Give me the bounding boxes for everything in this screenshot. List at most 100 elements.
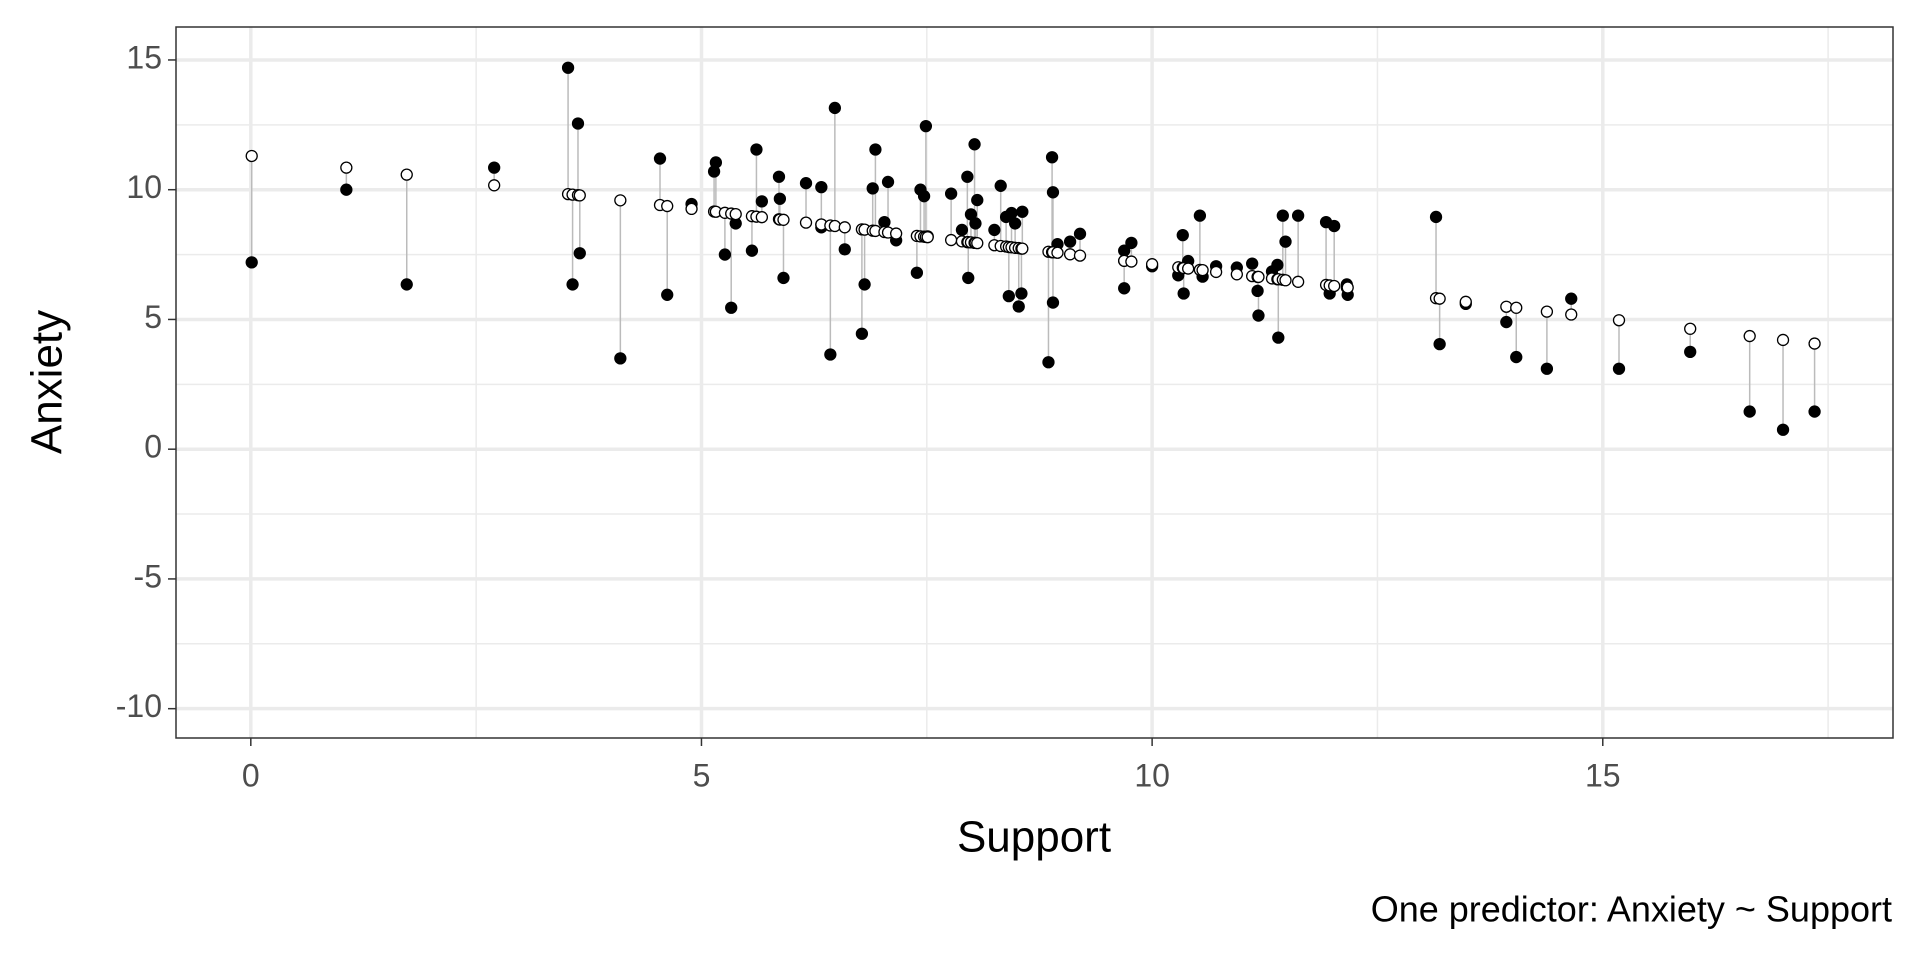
observed-point (614, 352, 627, 365)
observed-point (772, 170, 786, 183)
fitted-point (1196, 263, 1209, 277)
observed-point (566, 278, 579, 291)
observed-point (855, 327, 869, 340)
fitted-point (1510, 301, 1523, 314)
plot-border (175, 26, 1894, 739)
fitted-point (1073, 249, 1087, 262)
fitted-point (1063, 248, 1077, 261)
observed-point (653, 152, 667, 165)
observed-point (709, 156, 723, 169)
y-tick-label: -10 (116, 688, 162, 724)
observed-point (1063, 235, 1077, 248)
observed-point (1328, 219, 1341, 233)
observed-point (1046, 296, 1060, 309)
y-tick-label: -5 (134, 558, 162, 594)
observed-point (1073, 227, 1087, 240)
fitted-point (755, 211, 769, 224)
fitted-point (777, 213, 790, 226)
fitted-point (340, 161, 353, 174)
observed-point (1272, 331, 1285, 344)
observed-point (1429, 210, 1443, 224)
observed-point (1565, 292, 1578, 305)
observed-point (866, 182, 879, 195)
x-tick-label: 15 (1585, 757, 1621, 793)
fitted-point (1500, 300, 1513, 313)
observed-point (755, 195, 769, 208)
x-tick-label: 5 (693, 757, 711, 793)
observed-point (718, 248, 732, 261)
observed-point (725, 301, 738, 314)
observed-point (1251, 284, 1264, 298)
observed-point (828, 101, 842, 115)
observed-point (838, 243, 851, 256)
observed-point (1125, 236, 1138, 250)
observed-point (971, 193, 984, 207)
fitted-point (1612, 314, 1626, 327)
observed-point (1776, 423, 1790, 436)
observed-point (1193, 209, 1207, 222)
fitted-point (400, 168, 413, 181)
fitted-point (729, 207, 742, 221)
observed-point (815, 180, 828, 194)
observed-point (1005, 206, 1018, 220)
fitted-point (1341, 281, 1354, 294)
fitted-point (1279, 274, 1292, 287)
observed-point (1291, 209, 1305, 222)
fitted-point (1291, 275, 1305, 288)
observed-point (1008, 217, 1022, 230)
fitted-point (1209, 265, 1223, 279)
observed-point (969, 217, 982, 230)
caption: One predictor: Anxiety ~ Support (1371, 889, 1892, 930)
fitted-point (1808, 337, 1821, 350)
x-tick-label: 10 (1134, 757, 1170, 793)
fitted-point (1328, 279, 1341, 293)
observed-point (917, 190, 931, 203)
plot-background (176, 27, 1893, 738)
fitted-point (1743, 329, 1756, 343)
observed-point (799, 177, 813, 190)
observed-point (1612, 362, 1626, 375)
fitted-point (1145, 258, 1159, 271)
observed-point (968, 138, 981, 151)
fitted-point (1565, 308, 1578, 321)
fitted-point (1016, 242, 1029, 255)
fitted-point (245, 149, 258, 163)
observed-point (1433, 337, 1446, 351)
observed-point (858, 278, 871, 291)
y-tick-label: 5 (144, 299, 162, 335)
fitted-point (573, 189, 586, 202)
observed-point (1684, 345, 1697, 359)
fitted-point (799, 216, 813, 229)
observed-point (571, 117, 585, 130)
y-tick-label: 10 (126, 169, 162, 205)
observed-point (1042, 356, 1055, 369)
observed-point (750, 143, 763, 156)
fitted-point (1776, 333, 1790, 347)
observed-point (1012, 300, 1025, 313)
observed-point (1743, 405, 1756, 418)
fitted-point (971, 237, 984, 250)
observed-point (1252, 309, 1265, 322)
fitted-point (944, 233, 958, 247)
observed-point (1510, 350, 1523, 364)
fitted-point (1459, 295, 1472, 308)
observed-point (777, 271, 790, 285)
observed-point (1045, 151, 1059, 164)
observed-point (1177, 287, 1190, 300)
fitted-point (1051, 246, 1064, 259)
observed-point (561, 61, 575, 74)
fitted-point (889, 227, 903, 240)
observed-point (1246, 257, 1259, 270)
observed-point (988, 223, 1001, 237)
fitted-point (1230, 268, 1243, 281)
observed-point (1540, 362, 1554, 375)
fitted-point (685, 202, 698, 216)
fitted-point (1182, 262, 1195, 275)
fitted-point (1684, 322, 1697, 335)
observed-point (1176, 228, 1189, 242)
observed-point (1279, 235, 1292, 248)
observed-point (1015, 287, 1028, 300)
fitted-point (661, 199, 674, 213)
